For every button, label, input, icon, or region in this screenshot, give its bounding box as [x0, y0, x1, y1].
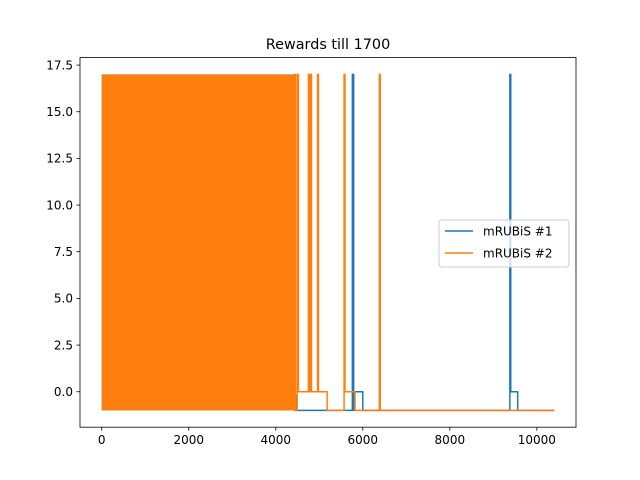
- y-tick-label: 10.0: [46, 198, 73, 212]
- x-tick-label: 6000: [348, 433, 379, 447]
- x-tick-label: 4000: [261, 433, 292, 447]
- x-axis: 0 2000 4000 6000 8000 10000: [98, 427, 556, 447]
- series-2-dense-oscillation: [101, 74, 295, 411]
- x-tick-label: 8000: [435, 433, 466, 447]
- x-tick-label: 10000: [518, 433, 556, 447]
- legend-label: mRUBiS #2: [483, 246, 553, 260]
- chart-title: Rewards till 1700: [266, 37, 391, 53]
- y-tick-label: 7.5: [54, 245, 73, 259]
- y-tick-label: 5.0: [54, 292, 73, 306]
- x-tick-label: 2000: [173, 433, 204, 447]
- y-axis: 0.0 2.5 5.0 7.5 10.0 12.5 15.0 17.5: [46, 58, 80, 399]
- x-tick-label: 0: [98, 433, 106, 447]
- y-tick-label: 2.5: [54, 338, 73, 352]
- y-tick-label: 17.5: [46, 58, 73, 72]
- plot-frame: [79, 57, 577, 428]
- y-tick-label: 0.0: [54, 385, 73, 399]
- legend-label: mRUBiS #1: [483, 224, 553, 238]
- series-2: [101, 73, 555, 412]
- y-tick-label: 15.0: [46, 105, 73, 119]
- series-layer: [101, 73, 555, 412]
- y-tick-label: 12.5: [46, 152, 73, 166]
- legend: mRUBiS #1 mRUBiS #2: [438, 219, 570, 268]
- series-2-line: [293, 73, 555, 412]
- series-1-line: [294, 73, 555, 412]
